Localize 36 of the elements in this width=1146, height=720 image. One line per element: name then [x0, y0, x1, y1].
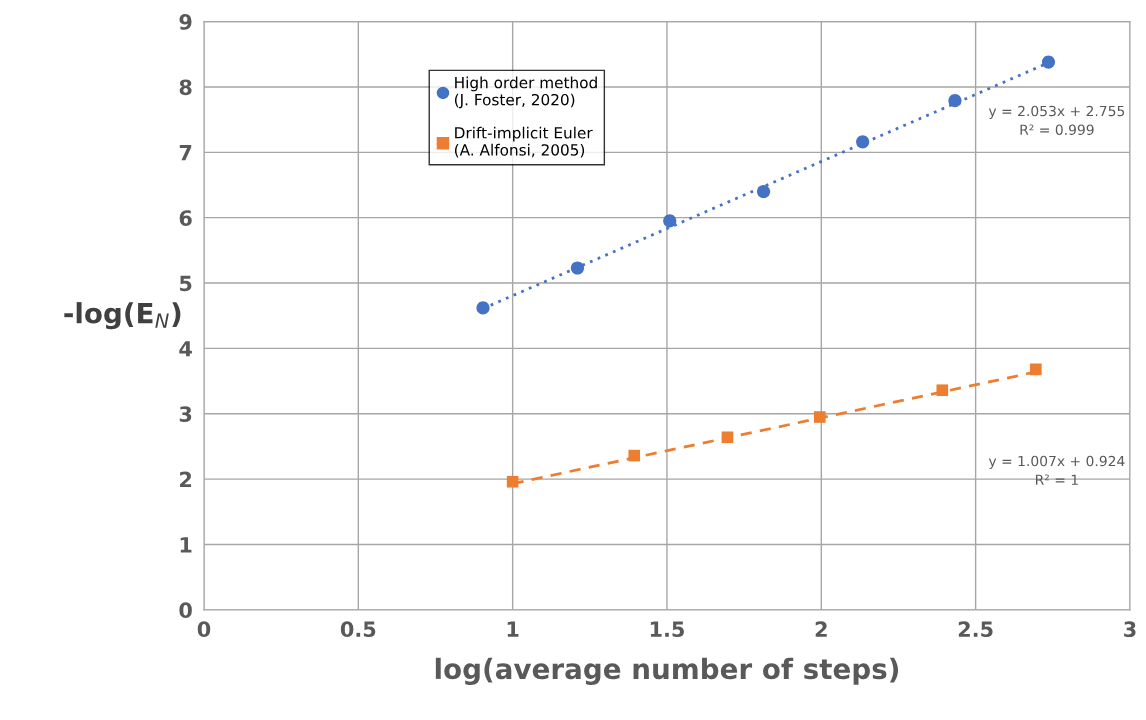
y-tick-label: 1	[180, 537, 192, 553]
y-tick-label: 9	[179, 14, 192, 30]
y-tick-label: 2	[180, 471, 192, 488]
y-tick-label: 8	[179, 79, 192, 96]
point	[756, 184, 771, 199]
point	[813, 411, 826, 423]
point	[856, 135, 870, 149]
x-axis-title: log(average number of steps)	[435, 657, 899, 685]
x-tick-label: 1.5	[650, 621, 684, 638]
x-tick-label: 1	[507, 621, 519, 637]
point	[506, 475, 519, 488]
point	[1030, 363, 1042, 376]
point	[628, 449, 641, 462]
y-axis-title: -log(E$_{N}$)	[64, 302, 181, 330]
annotation: y = 1.007x + 0.924 R² = 1	[988, 455, 1125, 485]
point	[936, 384, 949, 397]
point	[570, 261, 585, 275]
y-tick-label: 4	[179, 341, 192, 357]
y-tick-label: 0	[179, 602, 192, 619]
y-tick-label: 7	[179, 145, 192, 161]
point	[948, 94, 962, 108]
point	[721, 431, 734, 444]
point	[1041, 55, 1056, 69]
y-tick-label: 5	[179, 275, 192, 292]
x-tick-label: 3	[1124, 621, 1136, 638]
y-tick-label: 6	[179, 210, 192, 226]
x-tick-label: 2	[815, 621, 827, 637]
annotation: y = 2.053x + 2.755 R² = 0.999	[988, 105, 1125, 135]
point	[476, 301, 490, 315]
legend-label: High order method (J. Foster, 2020)	[454, 76, 597, 109]
y-tick-label: 3	[179, 406, 192, 422]
x-tick-label: 0	[197, 621, 211, 638]
x-tick-label: 0.5	[340, 621, 376, 638]
x-tick-label: 2.5	[958, 621, 993, 638]
point	[663, 214, 677, 228]
legend-label: Drift-implicit Euler (A. Alfonsi, 2005)	[454, 126, 593, 158]
